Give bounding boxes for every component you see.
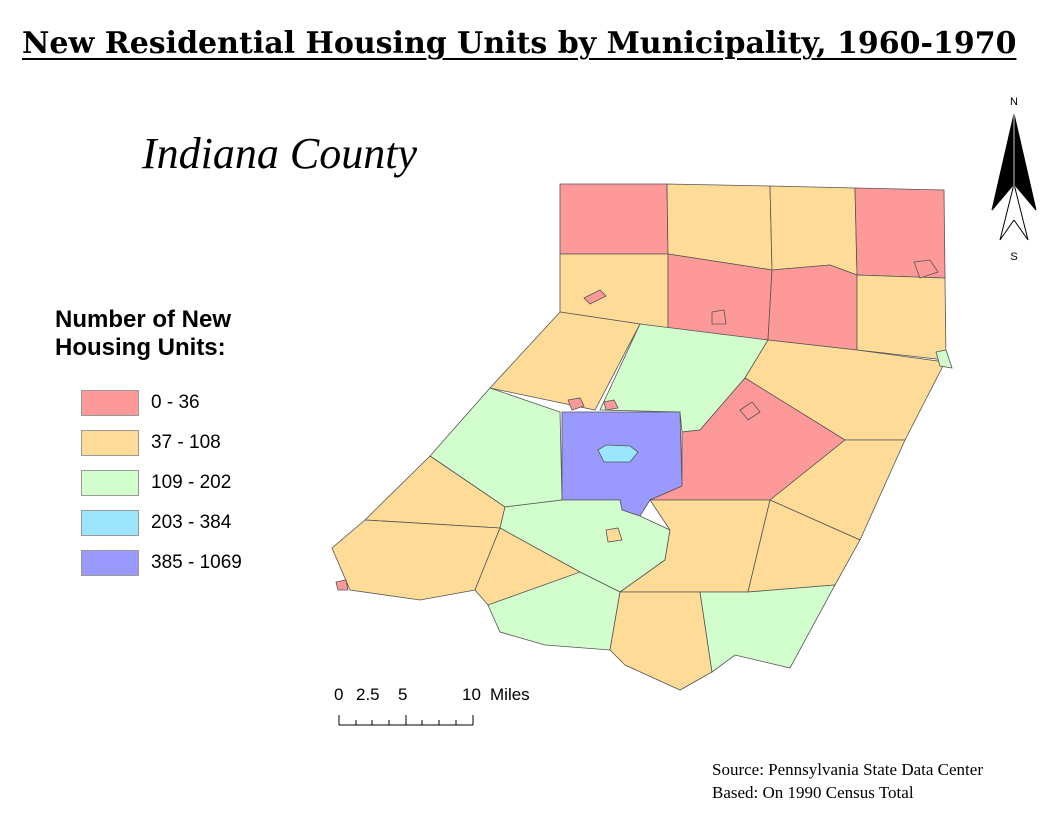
municipality-e-8 — [856, 274, 947, 361]
legend-label: 37 - 108 — [151, 432, 221, 453]
legend-label: 109 - 202 — [151, 472, 232, 493]
source-note: Source: Pennsylvania State Data Center B… — [712, 758, 983, 804]
municipality-s-23 — [609, 591, 713, 691]
legend-item: 109 - 202 — [81, 470, 242, 510]
borough-shape — [913, 259, 939, 279]
legend-title-line1: Number of New — [55, 306, 232, 333]
borough-shape — [603, 399, 619, 411]
legend-item: 385 - 1069 — [81, 550, 242, 590]
legend-item: 37 - 108 — [81, 430, 242, 470]
legend-label: 385 - 1069 — [151, 552, 242, 573]
municipality-n-7 — [767, 264, 858, 351]
legend-swatch — [81, 430, 139, 456]
legend-title: Number of New Housing Units: — [55, 306, 315, 362]
scale-unit: Miles — [490, 685, 530, 704]
legend-swatch — [81, 470, 139, 496]
legend-swatch — [81, 510, 139, 536]
scale-label: 10 — [462, 685, 481, 704]
borough-shape — [597, 444, 639, 463]
scale-label: 0 — [334, 685, 344, 704]
municipality-w-9 — [489, 311, 641, 411]
legend-swatch — [81, 550, 139, 576]
municipality-n-3 — [769, 185, 858, 276]
borough-shape — [711, 309, 727, 325]
north-arrow-icon: N S — [991, 96, 1037, 262]
north-label: N — [1010, 96, 1018, 108]
borough-shape — [335, 579, 349, 591]
south-label: S — [1010, 251, 1017, 262]
legend-swatch — [81, 390, 139, 416]
legend-label: 203 - 384 — [151, 512, 232, 533]
legend-title-line2: Housing Units: — [55, 334, 226, 361]
municipality-s-24 — [699, 584, 836, 673]
borough-shape — [739, 401, 761, 421]
borough-shape — [583, 289, 607, 305]
map-title: New Residential Housing Units by Municip… — [22, 26, 1017, 61]
legend-item: 0 - 36 — [81, 390, 242, 430]
scale-label: 5 — [398, 685, 408, 704]
scale-label: 2.5 — [356, 685, 380, 704]
borough-shape — [567, 397, 585, 411]
borough-shape — [605, 527, 623, 543]
source-line2: Based: On 1990 Census Total — [712, 783, 914, 802]
municipality-sw-20 — [331, 519, 501, 601]
legend-label: 0 - 36 — [151, 392, 200, 413]
legend: 0 - 36 37 - 108 109 - 202 203 - 384 385 … — [81, 390, 242, 590]
legend-item: 203 - 384 — [81, 510, 242, 550]
county-name: Indiana County — [142, 129, 417, 178]
scale-ruler — [338, 715, 474, 726]
source-line1: Source: Pennsylvania State Data Center — [712, 760, 983, 779]
municipality-nw-1 — [559, 183, 669, 255]
borough-shape — [935, 349, 953, 369]
